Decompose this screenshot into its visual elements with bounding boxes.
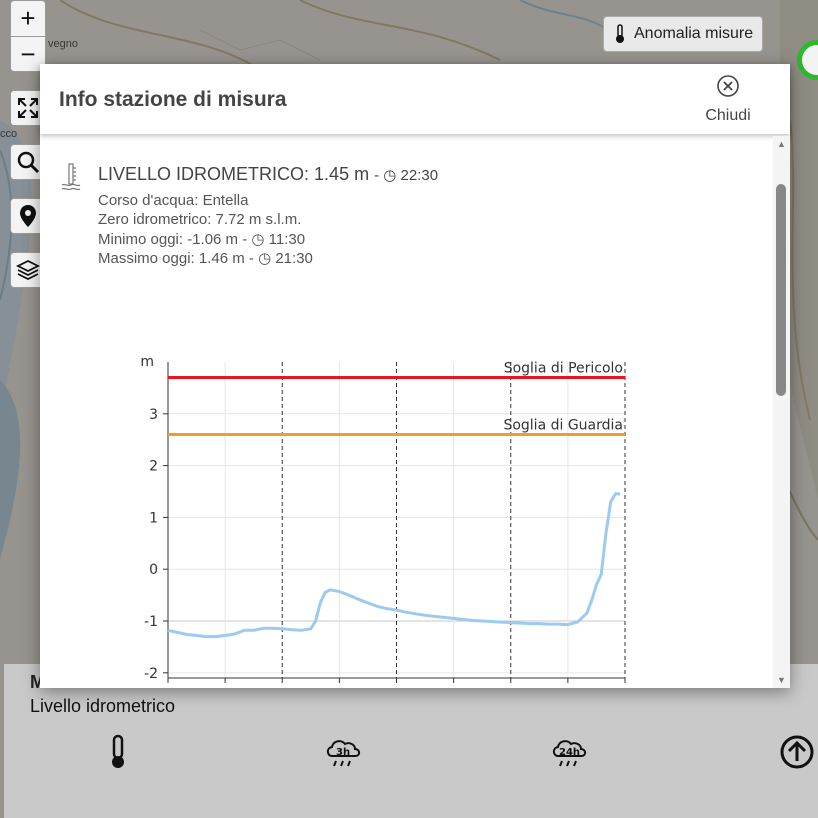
zoom-in-label: +	[20, 3, 36, 33]
max-text: Massimo oggi: 1.46 m	[98, 250, 245, 267]
zoom-in-button[interactable]: +	[10, 0, 46, 36]
scroll-up-arrow[interactable]: ▲	[777, 139, 786, 149]
anomalia-label: Anomalia misure	[634, 25, 754, 42]
anomalia-misure-button[interactable]: Anomalia misure	[603, 16, 763, 52]
max-time: 21:30	[275, 250, 313, 267]
location-pin-icon	[20, 205, 36, 227]
close-label: Chiudi	[705, 107, 751, 124]
close-icon	[717, 75, 739, 97]
y-axis-label: m	[140, 354, 154, 370]
min-time: 11:30	[268, 231, 306, 248]
y-tick-label: 0	[149, 562, 158, 578]
clock-icon: ◷	[258, 250, 272, 267]
zoom-out-button[interactable]: −	[10, 36, 46, 72]
water-level-series-line	[167, 492, 621, 639]
map-label: vegno	[48, 38, 78, 50]
clock-icon: ◷	[251, 231, 265, 248]
station-marker[interactable]	[797, 40, 818, 80]
layers-icon	[16, 259, 40, 281]
water-level-icon	[61, 163, 81, 191]
clock-icon: ◷	[383, 167, 397, 184]
search-icon	[17, 151, 40, 174]
water-level-chart: -2-10123m012012012012011/0312/03IeriOggi…	[140, 354, 626, 683]
threshold-label: Soglia di Pericolo	[504, 361, 623, 377]
minimo-oggi: Minimo oggi: -1.06 m - ◷ 11:30	[98, 231, 306, 248]
thermometer-icon[interactable]	[106, 734, 130, 770]
station-list-panel: M Livello idrometrico 3h 24h	[4, 664, 818, 818]
heading-time: 22:30	[400, 167, 439, 184]
panel-subtitle: Livello idrometrico	[30, 696, 176, 716]
y-tick-label: -1	[144, 614, 158, 630]
close-button[interactable]: Chiudi	[698, 74, 758, 130]
svg-text:3h: 3h	[336, 747, 350, 758]
thermometer-icon	[616, 24, 624, 43]
zero-idrometrico: Zero idrometrico: 7.72 m s.l.m.	[98, 211, 302, 228]
y-tick-label: 3	[149, 407, 158, 423]
threshold-label: Soglia di Guardia	[503, 418, 623, 434]
scroll-down-arrow[interactable]: ▼	[777, 675, 786, 685]
rain-3h-icon[interactable]: 3h	[324, 734, 364, 770]
modal-body: LIVELLO IDROMETRICO: 1.45 m - ◷ 22:30 Co…	[40, 136, 773, 688]
y-tick-label: 1	[149, 510, 158, 526]
massimo-oggi: Massimo oggi: 1.46 m - ◷ 21:30	[98, 250, 313, 267]
modal-header: Info stazione di misura Chiudi	[40, 64, 790, 134]
map-label: cco	[0, 128, 18, 140]
y-tick-label: 2	[149, 459, 158, 475]
corso-acqua: Corso d'acqua: Entella	[98, 192, 249, 209]
arrow-up-circle-icon[interactable]	[779, 734, 815, 770]
svg-text:24h: 24h	[559, 747, 580, 758]
heading-time-wrap: - ◷ 22:30	[374, 167, 439, 184]
level-heading: LIVELLO IDROMETRICO: 1.45 m	[98, 164, 370, 184]
scrollbar-thumb[interactable]	[776, 184, 786, 396]
modal-scrollbar[interactable]: ▲ ▼	[773, 136, 790, 688]
rain-24h-icon[interactable]: 24h	[550, 734, 590, 770]
y-tick-label: -2	[144, 666, 158, 682]
station-heading: LIVELLO IDROMETRICO: 1.45 m - ◷ 22:30	[98, 164, 438, 185]
min-text: Minimo oggi: -1.06 m	[98, 231, 239, 248]
modal-title: Info stazione di misura	[59, 88, 287, 111]
zoom-out-label: −	[20, 38, 36, 69]
station-info-modal: Info stazione di misura Chiudi LIVELLO I…	[40, 64, 790, 688]
expand-icon	[18, 98, 38, 118]
